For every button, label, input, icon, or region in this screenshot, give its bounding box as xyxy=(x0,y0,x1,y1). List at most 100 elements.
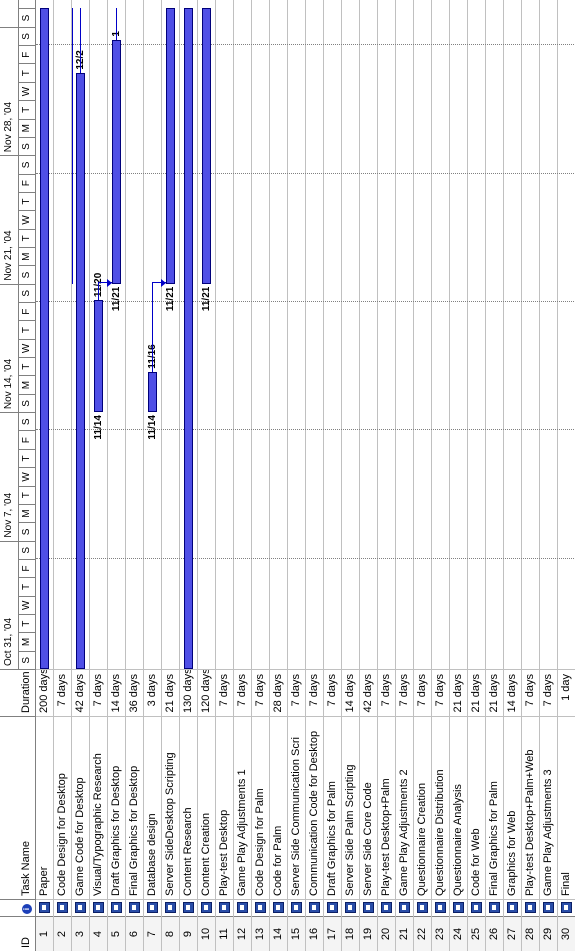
task-duration-cell[interactable]: 1 day xyxy=(558,669,575,716)
notes-indicator-icon[interactable] xyxy=(147,902,158,913)
task-name-cell[interactable]: Draft Graphics for Palm xyxy=(324,716,341,899)
task-duration-cell[interactable]: 21 days xyxy=(468,669,485,716)
task-duration-cell[interactable]: 14 days xyxy=(504,669,521,716)
task-duration-cell[interactable]: 21 days xyxy=(486,669,503,716)
task-id-cell[interactable]: 13 xyxy=(252,916,269,951)
task-indicator-cell[interactable] xyxy=(72,899,89,916)
notes-indicator-icon[interactable] xyxy=(345,902,356,913)
task-indicator-cell[interactable] xyxy=(216,899,233,916)
duration-column-header[interactable]: Duration xyxy=(0,669,36,716)
task-row[interactable]: 4 Visual/Typographic Research 7 days xyxy=(90,0,108,951)
task-id-cell[interactable]: 24 xyxy=(450,916,467,951)
task-row[interactable]: 20 Play-test Desktop+Palm 7 days xyxy=(378,0,396,951)
task-bar[interactable] xyxy=(94,300,103,413)
task-indicator-cell[interactable] xyxy=(252,899,269,916)
task-indicator-cell[interactable] xyxy=(126,899,143,916)
task-bar[interactable] xyxy=(40,8,49,669)
task-duration-cell[interactable]: 7 days xyxy=(396,669,413,716)
task-duration-cell[interactable]: 7 days xyxy=(54,669,71,716)
notes-indicator-icon[interactable] xyxy=(543,902,554,913)
notes-indicator-icon[interactable] xyxy=(417,902,428,913)
task-row[interactable]: 22 Questionnaire Creation 7 days xyxy=(414,0,432,951)
task-name-cell[interactable]: Database design xyxy=(144,716,161,899)
task-name-cell[interactable]: Server Side Communication Scri xyxy=(288,716,305,899)
task-indicator-cell[interactable] xyxy=(54,899,71,916)
task-row[interactable]: 23 Questionnaire Distribution 7 days xyxy=(432,0,450,951)
task-name-cell[interactable]: Game Play Adjustments 3 xyxy=(540,716,557,899)
task-duration-cell[interactable]: 7 days xyxy=(306,669,323,716)
task-name-cell[interactable]: Graphics for Web xyxy=(504,716,521,899)
task-name-cell[interactable]: Code for Palm xyxy=(270,716,287,899)
notes-indicator-icon[interactable] xyxy=(75,902,86,913)
task-id-cell[interactable]: 22 xyxy=(414,916,431,951)
task-indicator-cell[interactable] xyxy=(522,899,539,916)
notes-indicator-icon[interactable] xyxy=(93,902,104,913)
task-duration-cell[interactable]: 42 days xyxy=(72,669,89,716)
task-duration-cell[interactable]: 7 days xyxy=(522,669,539,716)
notes-indicator-icon[interactable] xyxy=(129,902,140,913)
task-name-column-header[interactable]: Task Name xyxy=(0,716,36,899)
task-row[interactable]: 28 Play-test Desktop+Palm+Web 7 days xyxy=(522,0,540,951)
notes-indicator-icon[interactable] xyxy=(381,902,392,913)
notes-indicator-icon[interactable] xyxy=(183,902,194,913)
task-indicator-cell[interactable] xyxy=(432,899,449,916)
task-id-cell[interactable]: 27 xyxy=(504,916,521,951)
task-name-cell[interactable]: Code Design for Palm xyxy=(252,716,269,899)
task-indicator-cell[interactable] xyxy=(108,899,125,916)
task-row[interactable]: 29 Game Play Adjustments 3 7 days xyxy=(540,0,558,951)
notes-indicator-icon[interactable] xyxy=(111,902,122,913)
task-indicator-cell[interactable] xyxy=(360,899,377,916)
task-duration-cell[interactable]: 7 days xyxy=(432,669,449,716)
task-row[interactable]: 14 Code for Palm 28 days xyxy=(270,0,288,951)
task-id-cell[interactable]: 3 xyxy=(72,916,89,951)
task-duration-cell[interactable]: 28 days xyxy=(270,669,287,716)
task-duration-cell[interactable]: 7 days xyxy=(378,669,395,716)
task-id-cell[interactable]: 7 xyxy=(144,916,161,951)
task-indicator-cell[interactable] xyxy=(198,899,215,916)
task-id-cell[interactable]: 29 xyxy=(540,916,557,951)
notes-indicator-icon[interactable] xyxy=(507,902,518,913)
task-bar[interactable] xyxy=(202,8,211,284)
task-name-cell[interactable]: Server SideDesktop Scripting xyxy=(162,716,179,899)
notes-indicator-icon[interactable] xyxy=(453,902,464,913)
task-duration-cell[interactable]: 7 days xyxy=(234,669,251,716)
task-name-cell[interactable]: Questionnaire Creation xyxy=(414,716,431,899)
task-id-cell[interactable]: 21 xyxy=(396,916,413,951)
task-row[interactable]: 2 Code Design for Desktop 7 days xyxy=(54,0,72,951)
task-duration-cell[interactable]: 7 days xyxy=(252,669,269,716)
task-duration-cell[interactable]: 42 days xyxy=(360,669,377,716)
task-indicator-cell[interactable] xyxy=(540,899,557,916)
task-id-cell[interactable]: 16 xyxy=(306,916,323,951)
task-name-cell[interactable]: Questionnaire Analysis xyxy=(450,716,467,899)
task-id-cell[interactable]: 17 xyxy=(324,916,341,951)
notes-indicator-icon[interactable] xyxy=(561,902,572,913)
task-indicator-cell[interactable] xyxy=(288,899,305,916)
task-id-cell[interactable]: 15 xyxy=(288,916,305,951)
task-id-cell[interactable]: 19 xyxy=(360,916,377,951)
notes-indicator-icon[interactable] xyxy=(255,902,266,913)
task-row[interactable]: 6 Final Graphics for Desktop 36 days xyxy=(126,0,144,951)
task-duration-cell[interactable]: 7 days xyxy=(414,669,431,716)
task-duration-cell[interactable]: 7 days xyxy=(90,669,107,716)
task-name-cell[interactable]: Server Side Core Code xyxy=(360,716,377,899)
task-id-cell[interactable]: 4 xyxy=(90,916,107,951)
task-id-cell[interactable]: 10 xyxy=(198,916,215,951)
notes-indicator-icon[interactable] xyxy=(165,902,176,913)
task-bar[interactable] xyxy=(148,371,157,413)
task-indicator-cell[interactable] xyxy=(396,899,413,916)
task-row[interactable]: 27 Graphics for Web 14 days xyxy=(504,0,522,951)
task-indicator-cell[interactable] xyxy=(162,899,179,916)
task-indicator-cell[interactable] xyxy=(306,899,323,916)
task-name-cell[interactable]: Visual/Typographic Research xyxy=(90,716,107,899)
notes-indicator-icon[interactable] xyxy=(399,902,410,913)
task-indicator-cell[interactable] xyxy=(414,899,431,916)
task-id-cell[interactable]: 12 xyxy=(234,916,251,951)
notes-indicator-icon[interactable] xyxy=(309,902,320,913)
task-duration-cell[interactable]: 200 days xyxy=(36,669,53,716)
task-duration-cell[interactable]: 21 days xyxy=(450,669,467,716)
task-name-cell[interactable]: Play-test Desktop+Palm+Web xyxy=(522,716,539,899)
task-id-cell[interactable]: 6 xyxy=(126,916,143,951)
task-id-cell[interactable]: 14 xyxy=(270,916,287,951)
task-indicator-cell[interactable] xyxy=(558,899,575,916)
task-duration-cell[interactable]: 130 days xyxy=(180,669,197,716)
